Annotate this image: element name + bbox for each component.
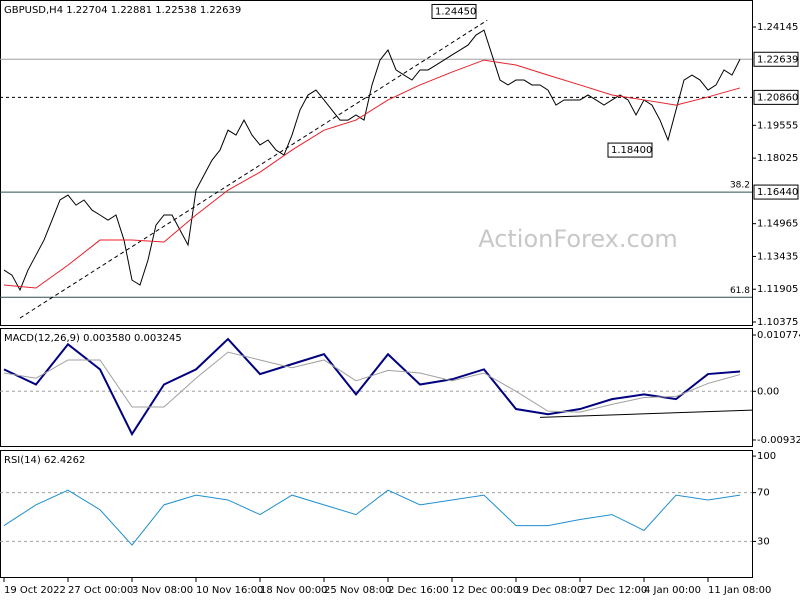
y-tick-label: 100 bbox=[757, 451, 776, 462]
x-tick-label: 3 Nov 08:00 bbox=[132, 585, 193, 596]
series-line bbox=[3, 489, 741, 546]
x-tick-label: 27 Dec 12:00 bbox=[580, 585, 647, 596]
annotation-label: 1.24450 bbox=[435, 6, 476, 17]
level-label: 1.20860 bbox=[757, 92, 798, 103]
x-tick-label: 2 Dec 16:00 bbox=[388, 585, 449, 596]
level-label: 1.16440 bbox=[757, 187, 798, 198]
annotation-box bbox=[431, 3, 477, 19]
watermark: ActionForex.com bbox=[478, 225, 678, 253]
annotation-label: 1.18400 bbox=[611, 145, 652, 156]
y-tick-label: 1.14965 bbox=[757, 219, 798, 230]
macd-panel-frame bbox=[0, 328, 753, 447]
y-tick-label: 70 bbox=[757, 488, 770, 499]
level-label-box bbox=[753, 184, 799, 200]
x-tick-label: 10 Nov 16:00 bbox=[196, 585, 263, 596]
price-panel-frame bbox=[0, 0, 753, 326]
y-tick-label: 30 bbox=[757, 536, 770, 547]
x-tick-label: 25 Nov 08:00 bbox=[324, 585, 391, 596]
y-tick-label: 1.19555 bbox=[757, 120, 798, 131]
series-line bbox=[3, 29, 741, 292]
y-tick-label: -0.009328 bbox=[757, 435, 800, 446]
y-tick-label: 0.00 bbox=[757, 386, 779, 397]
chart-title: GBPUSD,H4 1.22704 1.22881 1.22538 1.2263… bbox=[4, 5, 241, 16]
x-tick-label: 18 Nov 00:00 bbox=[260, 585, 327, 596]
y-tick-label: 0.010774 bbox=[757, 330, 800, 341]
level-label: 1.22639 bbox=[757, 54, 798, 65]
y-tick-label: 1.18025 bbox=[757, 153, 798, 164]
annotation-box bbox=[607, 142, 653, 158]
x-tick-label: 4 Jan 00:00 bbox=[644, 585, 701, 596]
x-tick-label: 11 Jan 08:00 bbox=[708, 585, 771, 596]
rsi-title: RSI(14) 62.4262 bbox=[4, 455, 85, 466]
series-line bbox=[3, 351, 741, 413]
x-tick-label: 19 Oct 2022 bbox=[4, 585, 66, 596]
level-label-box bbox=[753, 89, 799, 105]
y-tick-label: 1.24145 bbox=[757, 22, 798, 33]
y-tick-label: 1.10375 bbox=[757, 317, 798, 328]
x-tick-label: 12 Dec 00:00 bbox=[452, 585, 519, 596]
rsi-panel-frame bbox=[0, 450, 753, 578]
level-note: 61.8 bbox=[730, 286, 750, 296]
x-tick-label: 19 Dec 08:00 bbox=[516, 585, 583, 596]
y-tick-label: 1.13435 bbox=[757, 251, 798, 262]
y-tick-label: 1.11905 bbox=[757, 284, 798, 295]
trendline bbox=[19, 19, 488, 319]
level-label-box bbox=[753, 51, 799, 67]
series-line bbox=[3, 59, 741, 289]
trendline bbox=[539, 409, 753, 418]
x-tick-label: 27 Oct 00:00 bbox=[68, 585, 133, 596]
macd-title: MACD(12,26,9) 0.003580 0.003245 bbox=[4, 333, 182, 344]
level-note: 38.2 bbox=[730, 181, 750, 191]
series-line bbox=[3, 337, 741, 437]
